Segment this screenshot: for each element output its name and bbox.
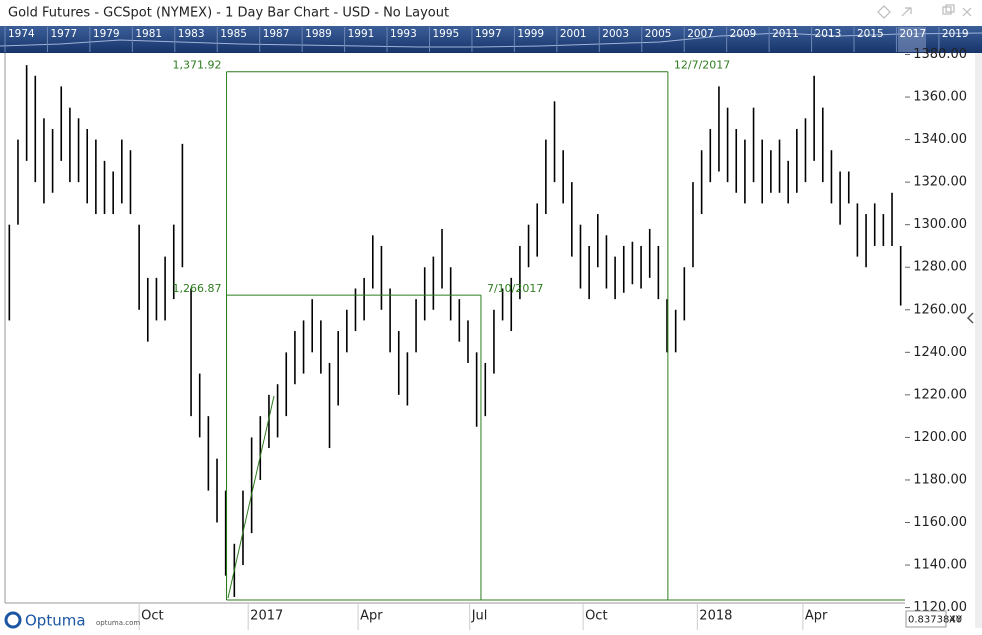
navigator-year: 2005 <box>645 28 672 40</box>
y-tick-label: 1300.00 <box>913 217 967 232</box>
date-label: 7/10/2017 <box>487 282 543 295</box>
navigator-year: 1991 <box>348 28 375 40</box>
navigator[interactable] <box>0 26 982 53</box>
navigator-year: 2013 <box>815 28 842 40</box>
navigator-year: 1999 <box>517 28 544 40</box>
logo: Optuma <box>25 612 86 630</box>
y-tick-label: 1260.00 <box>913 302 967 317</box>
level-label: 1,266.87 <box>173 282 222 295</box>
navigator-year: 1993 <box>390 28 417 40</box>
logo-icon <box>4 611 22 629</box>
date-label: 12/7/2017 <box>674 59 730 72</box>
navigator-year: 2003 <box>602 28 629 40</box>
y-tick-label: 1140.00 <box>913 558 967 573</box>
y-tick-label: 1320.00 <box>913 175 967 190</box>
y-tick-label: 1160.00 <box>913 515 967 530</box>
navigator-line <box>0 32 982 48</box>
y-tick-label: 1180.00 <box>913 472 967 487</box>
plot-area <box>5 53 905 603</box>
navigator-year: 1989 <box>305 28 332 40</box>
navigator-year: 1977 <box>50 28 77 40</box>
navigator-year: 1979 <box>93 28 120 40</box>
y-tick-label: 1240.00 <box>913 345 967 360</box>
navigator-year: 1974 <box>8 28 35 40</box>
navigator-year: 2017 <box>899 28 926 40</box>
mode[interactable]: XY <box>949 615 963 626</box>
x-tick-label: Apr <box>805 609 828 624</box>
navigator-window[interactable] <box>898 27 926 52</box>
x-tick-label: Oct <box>585 609 607 624</box>
navigator-year: 1985 <box>220 28 247 40</box>
scrollbar[interactable] <box>975 53 982 628</box>
y-tick-label: 1380.00 <box>913 47 967 62</box>
navigator-year: 2015 <box>857 28 884 40</box>
navigator-year: 1995 <box>433 28 460 40</box>
navigator-year: 1997 <box>475 28 502 40</box>
navigator-year: 2009 <box>730 28 757 40</box>
logo-url: optuma.com <box>96 619 140 627</box>
navigator-year: 1981 <box>135 28 162 40</box>
x-tick-label: 2017 <box>250 609 283 624</box>
trend-line <box>227 395 275 599</box>
navigator-year: 2001 <box>560 28 587 40</box>
x-tick-label: 2018 <box>699 609 732 624</box>
zoom-box[interactable] <box>905 610 947 628</box>
x-tick-label: Jul <box>471 609 488 624</box>
collapse-arrow[interactable] <box>966 312 974 324</box>
x-tick-label: Oct <box>141 609 163 624</box>
navigator-year: 1987 <box>263 28 290 40</box>
navigator-year: 2007 <box>687 28 714 40</box>
navigator-year: 2019 <box>942 28 969 40</box>
y-tick-label: 1280.00 <box>913 260 967 275</box>
title-bar <box>0 0 982 26</box>
level-label: 1,371.92 <box>173 59 222 72</box>
y-tick-label: 1200.00 <box>913 430 967 445</box>
navigator-year: 1983 <box>178 28 205 40</box>
y-tick-label: 1220.00 <box>913 387 967 402</box>
window-title: Gold Futures - GCSpot (NYMEX) - 1 Day Ba… <box>8 6 449 21</box>
window-buttons[interactable] <box>877 4 972 19</box>
x-axis-strip <box>0 603 905 635</box>
zoom-value: 0.8373840 <box>908 615 962 626</box>
y-tick-label: 1360.00 <box>913 90 967 105</box>
navigator-year: 2011 <box>772 28 799 40</box>
x-tick-label: Apr <box>360 609 383 624</box>
y-tick-label: 1340.00 <box>913 132 967 147</box>
